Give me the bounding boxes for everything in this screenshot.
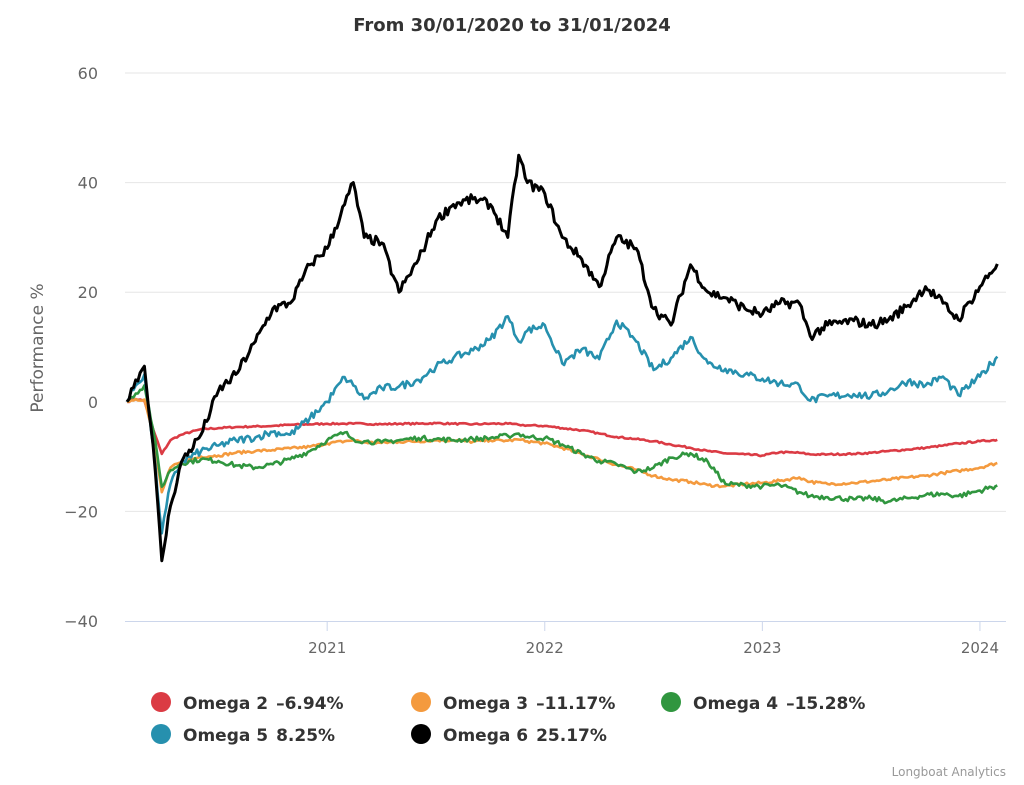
legend-label: Omega 2 –6.94% [183,694,344,714]
legend-marker-icon [151,724,171,744]
legend-label: Omega 6 25.17% [443,726,607,746]
y-tick-label: 60 [78,64,98,83]
x-axis: 2021 2022 2023 2024 [125,621,1006,657]
legend: Omega 2 –6.94% Omega 3 –11.17% Omega 4 –15.28… [151,692,865,746]
y-tick-label: 0 [88,393,98,412]
legend-series-value: 25.17% [536,726,607,746]
legend-item[interactable]: Omega 2 –6.94% [151,692,344,714]
y-axis-label: Performance % [28,283,48,412]
x-tick-label: 2021 [308,639,346,657]
y-axis-ticks: 60 40 20 0 −20 −40 [64,64,98,631]
x-tick-label: 2024 [961,639,999,657]
legend-series-name: Omega 4 [693,694,778,714]
legend-series-value: –15.28% [786,694,865,714]
legend-item[interactable]: Omega 3 –11.17% [411,692,615,714]
series-line-omega-6[interactable] [125,153,999,563]
legend-label: Omega 5 8.25% [183,726,335,746]
series-line-omega-2[interactable] [126,397,998,458]
series-lines [125,153,999,563]
legend-series-value: –6.94% [276,694,343,714]
y-tick-label: 20 [78,283,98,302]
y-tick-label: −20 [64,502,98,521]
y-tick-label: −40 [64,612,98,631]
legend-series-value: 8.25% [276,726,335,746]
legend-series-name: Omega 2 [183,694,268,714]
legend-marker-icon [661,692,681,712]
legend-item[interactable]: Omega 6 25.17% [411,724,607,746]
series-line-omega-4[interactable] [126,384,998,505]
legend-series-name: Omega 5 [183,726,268,746]
gridlines [125,72,1006,512]
x-tick-label: 2022 [526,639,564,657]
legend-marker-icon [151,692,171,712]
legend-series-name: Omega 6 [443,726,528,746]
legend-marker-icon [411,692,431,712]
x-tick-label: 2023 [743,639,781,657]
legend-item[interactable]: Omega 4 –15.28% [661,692,865,714]
legend-series-name: Omega 3 [443,694,528,714]
legend-series-value: –11.17% [536,694,615,714]
legend-label: Omega 4 –15.28% [693,694,865,714]
series-line-omega-5[interactable] [125,315,999,535]
legend-label: Omega 3 –11.17% [443,694,615,714]
y-tick-label: 40 [78,174,98,193]
legend-item[interactable]: Omega 5 8.25% [151,724,335,746]
legend-marker-icon [411,724,431,744]
credits-link[interactable]: Longboat Analytics [892,765,1006,779]
chart-title: From 30/01/2020 to 31/01/2024 [353,15,671,36]
